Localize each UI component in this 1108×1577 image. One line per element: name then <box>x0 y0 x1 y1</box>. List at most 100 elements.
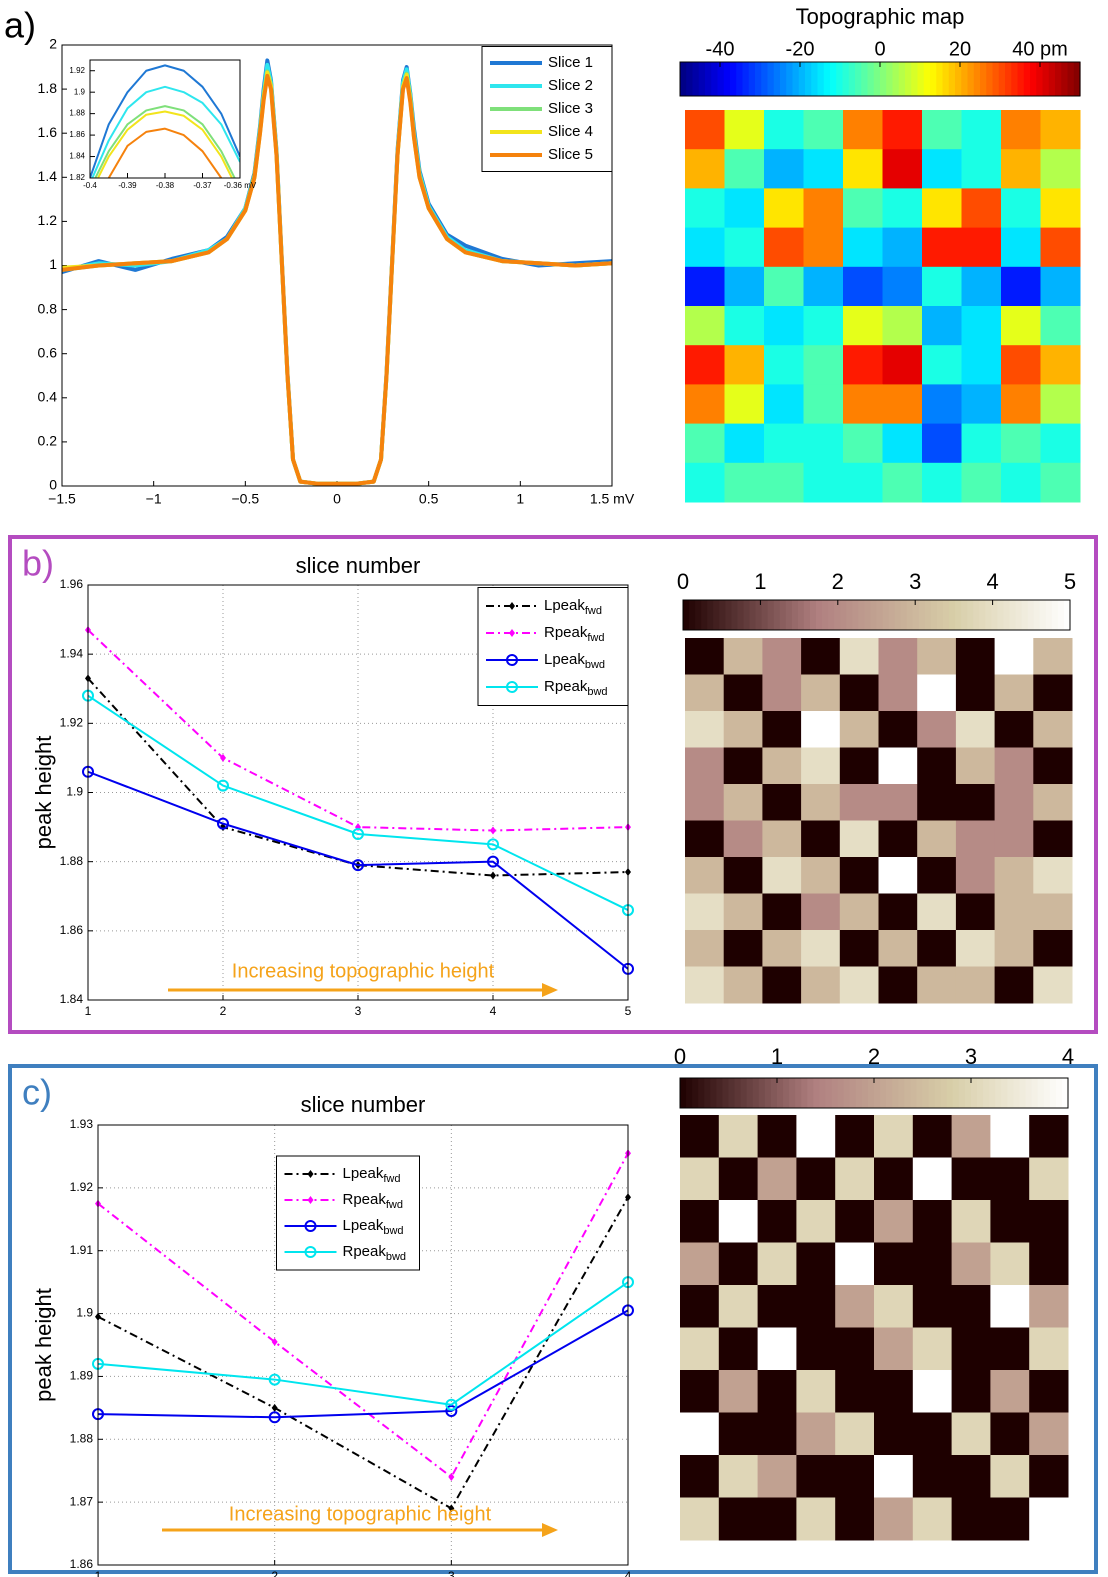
colorbar-step <box>861 62 869 96</box>
heatmap-cell <box>680 1412 720 1456</box>
heatmap-cell <box>951 1242 991 1286</box>
colorbar-step <box>1017 62 1025 96</box>
plot-frame <box>89 59 241 179</box>
colorbar-step <box>816 600 823 630</box>
colorbar-step <box>1031 1078 1039 1108</box>
heatmap-cell <box>961 266 1002 307</box>
heatmap-cell <box>796 1242 836 1286</box>
y-tick-label: 1.4 <box>38 168 58 184</box>
heatmap-cell <box>757 1370 797 1413</box>
heatmap-cell <box>882 462 923 503</box>
heatmap-cell <box>961 462 1002 503</box>
heatmap-cell <box>685 674 725 712</box>
heatmap-cell <box>922 149 962 189</box>
heatmap-cell <box>762 857 802 894</box>
colorbar-step <box>1036 62 1044 96</box>
heatmap-cell <box>990 1455 1030 1498</box>
x-tick-label: -0.39 <box>118 181 137 190</box>
heatmap-cell <box>835 1115 875 1158</box>
legend-subscript: bwd <box>587 686 607 698</box>
series-line <box>87 770 629 970</box>
y-tick-label: 1.92 <box>69 66 85 75</box>
heatmap-cell <box>1033 893 1073 931</box>
colorbar-step <box>805 62 812 96</box>
heatmap-cell <box>762 784 802 821</box>
colorbar-step <box>1021 600 1029 630</box>
heatmap-cell <box>1029 1497 1069 1541</box>
panel-label: c) <box>22 1072 52 1113</box>
y-tick-label: 1.92 <box>60 716 84 730</box>
heatmap-cell <box>955 747 996 785</box>
colorbar-tick-label: 2 <box>832 569 844 594</box>
heatmap-cell <box>839 747 879 785</box>
heatmap-cell <box>685 384 725 425</box>
legend-subscript: bwd <box>585 659 605 671</box>
heatmap-cell <box>718 1497 759 1541</box>
colorbar-step <box>1013 1078 1021 1108</box>
heatmap-cell <box>680 1157 720 1201</box>
chart-title: Topographic map <box>796 4 965 29</box>
heatmap-cell <box>724 149 765 189</box>
series-line <box>87 694 629 911</box>
heatmap-cell <box>955 857 996 894</box>
colorbar-step <box>742 62 750 96</box>
colorbar-step <box>803 600 811 630</box>
colorbar-step <box>823 62 831 96</box>
colorbar-step <box>985 600 992 630</box>
colorbar-step <box>1061 1078 1069 1108</box>
colorbar-tick-label: 4 <box>1062 1044 1074 1069</box>
heatmap-cell <box>796 1115 836 1158</box>
y-tick-label: 1.84 <box>60 992 84 1006</box>
heatmap-cell <box>685 423 725 464</box>
colorbar-step <box>873 62 881 96</box>
y-tick-label: 1.6 <box>38 124 58 140</box>
heatmap-cell <box>912 1455 953 1498</box>
colorbar-step <box>764 1078 772 1108</box>
colorbar-step <box>964 1078 972 1108</box>
colorbar-step <box>880 1078 887 1108</box>
heatmap-cell <box>718 1157 759 1201</box>
colorbar-step <box>795 1078 802 1108</box>
heatmap-cell <box>994 966 1034 1004</box>
colorbar-step <box>813 1078 821 1108</box>
heatmap-cell <box>723 674 763 712</box>
heatmap-cell <box>1040 149 1081 189</box>
heatmap-cell <box>922 462 962 503</box>
heatmap-cell <box>796 1327 836 1371</box>
annotation: Increasing topographic height <box>229 1503 492 1525</box>
colorbar-step <box>888 600 896 630</box>
legend-name: Rpeak <box>544 624 588 641</box>
y-tick-label: 1.84 <box>69 152 85 161</box>
heatmap-cell <box>917 966 957 1004</box>
heatmap-cell <box>680 1200 720 1243</box>
heatmap-cell <box>994 711 1034 748</box>
x-tick-label: 3 <box>355 1004 362 1018</box>
heatmap-cell <box>835 1285 875 1328</box>
colorbar-step <box>1043 1078 1051 1108</box>
heatmap-cell <box>839 711 879 748</box>
heatmap-cell <box>762 638 802 675</box>
annotation: Increasing topographic height <box>232 960 495 982</box>
colorbar-step <box>683 600 690 630</box>
colorbar-step <box>707 600 714 630</box>
heatmap-cell <box>843 462 883 503</box>
heatmap-cell <box>882 266 923 307</box>
heatmap-cell <box>724 306 765 346</box>
colorbar-step <box>992 62 1000 96</box>
heatmap-cell <box>990 1200 1030 1243</box>
colorbar-step <box>967 600 974 630</box>
heatmap-cell <box>757 1285 797 1328</box>
heatmap-cell <box>990 1115 1030 1158</box>
heatmap-cell <box>803 110 844 150</box>
colorbar-step <box>876 600 884 630</box>
colorbar-step <box>1025 1078 1033 1108</box>
heatmap-cell <box>874 1370 914 1413</box>
colorbar-step <box>1001 1078 1008 1108</box>
heatmap-cell <box>955 638 996 675</box>
colorbar-step <box>809 600 817 630</box>
colorbar-step <box>716 1078 724 1108</box>
legend-label: Lpeakbwd <box>343 1217 404 1237</box>
colorbar-tick-label: -20 <box>786 38 815 60</box>
colorbar-step <box>898 1078 905 1108</box>
heatmap-cell <box>839 674 879 712</box>
